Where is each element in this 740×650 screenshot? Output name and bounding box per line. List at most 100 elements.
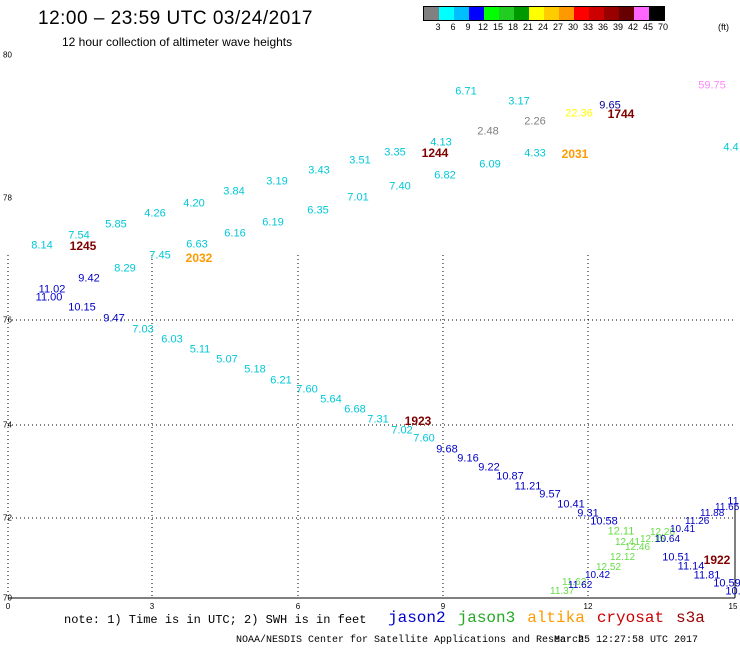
wave-height-value: 4.33: [524, 147, 546, 160]
wave-height-value: 6.09: [479, 158, 501, 171]
color-swatch: [499, 7, 514, 20]
wave-height-value: 9.22: [478, 461, 500, 474]
wave-height-value: 22.36: [565, 107, 593, 120]
wave-height-value: 7.03: [132, 323, 154, 336]
svg-text:10.42: 10.42: [585, 570, 610, 581]
color-scale-label: 39: [612, 22, 624, 32]
wave-height-value: 11.81: [693, 569, 721, 582]
wave-height-value: 10.59: [713, 577, 740, 590]
wave-height-value: 4.20: [183, 197, 205, 210]
wave-height-value: 6.16: [224, 227, 246, 240]
wave-height-value: 6.63: [186, 238, 208, 251]
color-scale-label: 15: [492, 22, 504, 32]
wave-height-value: 3.51: [349, 154, 371, 167]
wave-height-value: 10.41: [557, 498, 585, 511]
pass-time-label: 1923: [404, 414, 432, 428]
satellite-legend: jason2 jason3 altika cryosat s3a: [388, 609, 717, 627]
color-swatch: [649, 7, 664, 20]
wave-height-value: 11.00: [35, 291, 63, 304]
wave-height-value: 6.35: [307, 204, 329, 217]
wave-height-value: 4.26: [144, 207, 166, 220]
color-scale-label: 27: [552, 22, 564, 32]
wave-height-value: 9.57: [539, 488, 561, 501]
wave-height-value: 7.01: [347, 191, 369, 204]
wave-height-value: 7.60: [413, 432, 435, 445]
wave-height-value: 10.51: [662, 551, 690, 564]
color-swatch: [469, 7, 484, 20]
svg-text:12.46: 12.46: [625, 542, 650, 553]
pass-time-label: 1245: [69, 239, 97, 253]
x-tick-label: 3: [149, 602, 155, 611]
legend-jason3: jason3: [457, 609, 516, 627]
color-scale-label: 70: [657, 22, 669, 32]
color-swatch: [544, 7, 559, 20]
color-swatch: [559, 7, 574, 20]
pass-time-label: 2031: [561, 147, 589, 161]
color-scale-label: 45: [642, 22, 654, 32]
wave-height-value: 10.58: [590, 515, 618, 528]
wave-height-value: 9.42: [78, 272, 100, 285]
wave-height-value: 5.07: [216, 353, 238, 366]
y-tick-label: 76: [3, 315, 12, 325]
color-scale-label: 21: [522, 22, 534, 32]
pass-time-label: 1922: [703, 553, 731, 567]
svg-text:11.62: 11.62: [562, 577, 587, 588]
wave-height-value: 11.21: [514, 480, 542, 493]
y-tick-label: 78: [3, 193, 12, 203]
color-scale-label: 6: [450, 22, 456, 32]
credit-line: NOAA/NESDIS Center for Satellite Applica…: [236, 635, 585, 646]
svg-text:10.64: 10.64: [655, 534, 680, 545]
color-scale-label: 24: [537, 22, 549, 32]
wave-height-value: 7.02: [391, 424, 413, 437]
wave-height-value: 12.11: [607, 525, 635, 538]
wave-height-value: 7.40: [389, 180, 411, 193]
y-tick-label: 72: [3, 513, 12, 523]
wave-height-value: 9.47: [103, 312, 125, 325]
color-scale-label: 36: [597, 22, 609, 32]
wave-height-value: 6.21: [270, 374, 292, 387]
wave-height-value: 9.68: [436, 443, 458, 456]
legend-jason2: jason2: [388, 609, 446, 627]
wave-height-value: 3.19: [266, 175, 288, 188]
wave-height-value: 59.75: [698, 79, 726, 92]
color-scale-label: 3: [435, 22, 441, 32]
color-scale-label: 9: [465, 22, 471, 32]
svg-text:12.12: 12.12: [610, 552, 635, 563]
svg-text:12.26: 12.26: [650, 527, 675, 538]
y-tick-label: 70: [3, 593, 12, 603]
wave-height-value: 7.31: [367, 413, 389, 426]
wave-height-value: 5.11: [189, 343, 211, 356]
color-scale-label: 12: [477, 22, 489, 32]
pass-time-label: 2032: [185, 251, 213, 265]
color-swatch: [484, 7, 499, 20]
color-swatch: [514, 7, 529, 20]
wave-height-value: 5.64: [320, 393, 342, 406]
pass-time-label: 1744: [607, 107, 635, 121]
color-scale-label: 33: [582, 22, 594, 32]
wave-height-value: 7.45: [149, 249, 171, 262]
wave-height-value: 10.: [725, 585, 740, 598]
wave-height-value: 3.17: [508, 95, 530, 108]
wave-height-value: 3.43: [308, 164, 330, 177]
footer-note: note: 1) Time is in UTC; 2) SWH is in fe…: [64, 613, 367, 627]
wave-height-value: 6.03: [161, 333, 183, 346]
wave-height-value: 5.18: [244, 363, 266, 376]
legend-cryosat: cryosat: [596, 609, 665, 627]
wave-height-value: 4.13: [430, 136, 452, 149]
wave-height-value: 11.14: [677, 560, 705, 573]
color-swatch: [589, 7, 604, 20]
svg-text:12.15: 12.15: [640, 534, 665, 545]
pass-time-label: 1244: [421, 146, 449, 160]
x-tick-label: 15: [728, 602, 738, 611]
svg-text:10.41: 10.41: [670, 524, 695, 535]
wave-height-value: 9.16: [457, 452, 479, 465]
svg-text:12.52: 12.52: [596, 562, 621, 573]
svg-text:11.62: 11.62: [568, 580, 593, 591]
color-scale-bar: [423, 6, 665, 21]
wave-height-value: 9.65: [599, 99, 621, 112]
wave-height-value: 7.60: [296, 383, 318, 396]
wave-height-value: 5.85: [105, 218, 127, 231]
wave-height-value: 2.48: [477, 125, 499, 138]
